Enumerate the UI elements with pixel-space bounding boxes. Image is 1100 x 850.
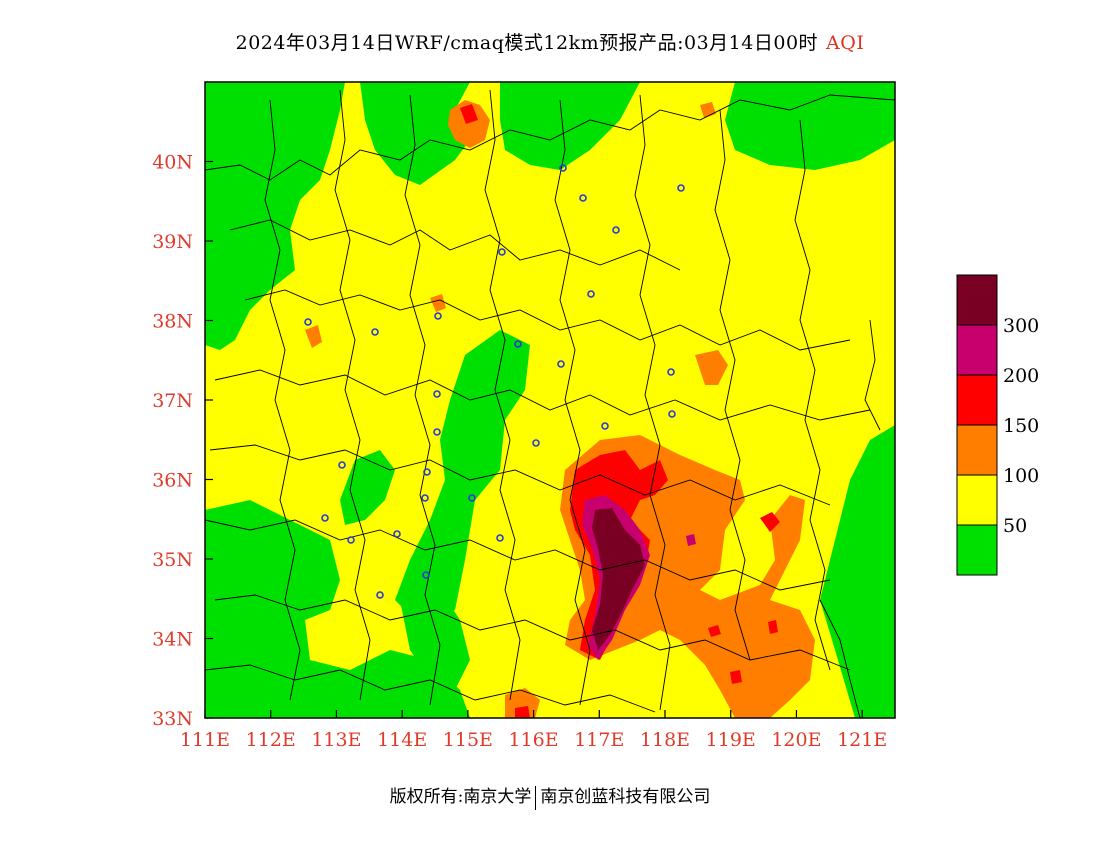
copyright-text: 版权所有:南京大学 xyxy=(389,787,532,807)
city-marker xyxy=(677,184,685,192)
field-red-north xyxy=(460,104,478,124)
lat-tick-label: 36N xyxy=(152,470,193,492)
color-legend: 50 100 150 200 300 xyxy=(956,274,1039,576)
city-marker xyxy=(304,318,312,326)
city-marker xyxy=(422,571,430,579)
lon-tick-label: 121E xyxy=(837,729,887,751)
field-orange-west-blob xyxy=(305,325,322,348)
boundary-lines xyxy=(205,89,895,718)
legend-label: 200 xyxy=(1003,365,1039,387)
city-marker xyxy=(321,514,329,522)
field-green-north xyxy=(360,82,470,185)
lat-tick-label: 37N xyxy=(152,390,193,412)
field-orange-south xyxy=(505,688,540,718)
city-marker xyxy=(612,226,620,234)
city-marker xyxy=(347,536,355,544)
field-orange-east-blob xyxy=(695,350,728,385)
legend-swatch xyxy=(956,524,998,576)
legend-label: 300 xyxy=(1003,315,1039,337)
lon-tick-label: 117E xyxy=(574,729,624,751)
city-marker xyxy=(468,494,476,502)
field-magenta-dot xyxy=(686,534,696,546)
lon-tick-label: 114E xyxy=(377,729,427,751)
title-variable: AQI xyxy=(826,32,865,54)
city-marker xyxy=(587,290,595,298)
city-marker xyxy=(496,534,504,542)
city-marker xyxy=(668,410,676,418)
field-green-northcentral xyxy=(500,82,640,170)
legend-swatch xyxy=(956,274,998,326)
lon-tick-label: 113E xyxy=(311,729,361,751)
lon-tick-label: 116E xyxy=(509,729,559,751)
city-marker xyxy=(514,340,522,348)
city-marker xyxy=(421,494,429,502)
lat-tick-label: 35N xyxy=(152,549,193,571)
city-marker xyxy=(559,164,567,172)
city-marker xyxy=(601,422,609,430)
footer-separator xyxy=(535,785,537,810)
field-green-east xyxy=(820,425,895,718)
field-green-northeast xyxy=(725,82,895,170)
lat-tick-label: 40N xyxy=(152,152,193,174)
legend-label: 100 xyxy=(1003,465,1039,487)
field-green-west xyxy=(205,500,470,718)
lat-tick-label: 38N xyxy=(152,311,193,333)
lon-tick-label: 120E xyxy=(771,729,821,751)
lat-tick-label: 33N xyxy=(152,708,193,730)
city-marker xyxy=(371,328,379,336)
city-marker xyxy=(433,428,441,436)
lon-tick-label: 118E xyxy=(640,729,690,751)
legend-swatch xyxy=(956,474,998,526)
field-maroon xyxy=(592,508,645,650)
company-text: 南京创蓝科技有限公司 xyxy=(540,787,711,807)
city-marker xyxy=(532,439,540,447)
field-green-southwest-strip xyxy=(400,590,470,690)
lat-tick-label: 34N xyxy=(152,629,193,651)
legend-swatch xyxy=(956,324,998,376)
city-marker xyxy=(338,461,346,469)
city-marker xyxy=(433,390,441,398)
city-marker xyxy=(498,248,506,256)
city-marker xyxy=(423,468,431,476)
lon-tick-label: 112E xyxy=(246,729,296,751)
field-green-westmid xyxy=(340,450,395,525)
lon-tick-label: 111E xyxy=(180,729,230,751)
lat-tick-label: 39N xyxy=(152,231,193,253)
legend-label: 150 xyxy=(1003,415,1039,437)
city-marker xyxy=(557,360,565,368)
field-orange-small-blob xyxy=(430,294,446,312)
city-marker xyxy=(393,530,401,538)
field-green-central xyxy=(395,330,530,625)
field-red-south1 xyxy=(708,625,721,637)
field-red-east xyxy=(760,512,780,532)
city-marker xyxy=(376,591,384,599)
footer: 版权所有:南京大学 南京创蓝科技有限公司 xyxy=(0,782,1100,810)
field-orange-north-blob xyxy=(448,100,490,148)
map-field xyxy=(205,82,895,718)
field-green-northwest xyxy=(205,82,345,350)
city-markers xyxy=(304,164,685,599)
city-marker xyxy=(434,312,442,320)
latitude-axis: 33N 34N 35N 36N 37N 38N 39N 40N xyxy=(152,152,213,730)
field-red-south2 xyxy=(768,620,778,634)
title-text: 2024年03月14日WRF/cmaq模式12km预报产品:03月14日00时 xyxy=(235,32,819,54)
lon-tick-label: 115E xyxy=(443,729,493,751)
legend-label: 50 xyxy=(1003,515,1027,537)
field-red-south3 xyxy=(730,670,742,684)
legend-swatch xyxy=(956,374,998,426)
city-marker xyxy=(667,368,675,376)
chart-title: 2024年03月14日WRF/cmaq模式12km预报产品:03月14日00时 A… xyxy=(0,28,1100,55)
legend-swatch xyxy=(956,424,998,476)
lon-tick-label: 119E xyxy=(706,729,756,751)
city-marker xyxy=(579,194,587,202)
longitude-axis: 111E 112E 113E 114E 115E 116E 117E 118E 119E 120E… xyxy=(180,710,887,751)
field-red-south4 xyxy=(515,706,530,718)
